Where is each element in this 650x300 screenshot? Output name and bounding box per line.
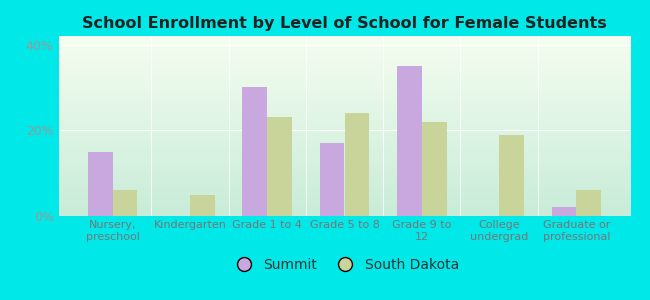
Bar bbox=[242, 87, 267, 216]
Bar bbox=[499, 135, 524, 216]
Bar bbox=[190, 195, 214, 216]
Bar bbox=[397, 66, 422, 216]
Bar bbox=[344, 113, 369, 216]
Title: School Enrollment by Level of School for Female Students: School Enrollment by Level of School for… bbox=[82, 16, 607, 31]
Bar bbox=[320, 143, 345, 216]
Legend: Summit, South Dakota: Summit, South Dakota bbox=[225, 252, 464, 278]
Bar bbox=[88, 152, 112, 216]
Bar bbox=[267, 117, 292, 216]
Bar bbox=[112, 190, 137, 216]
Bar bbox=[552, 207, 577, 216]
Bar bbox=[422, 122, 447, 216]
Bar bbox=[577, 190, 601, 216]
